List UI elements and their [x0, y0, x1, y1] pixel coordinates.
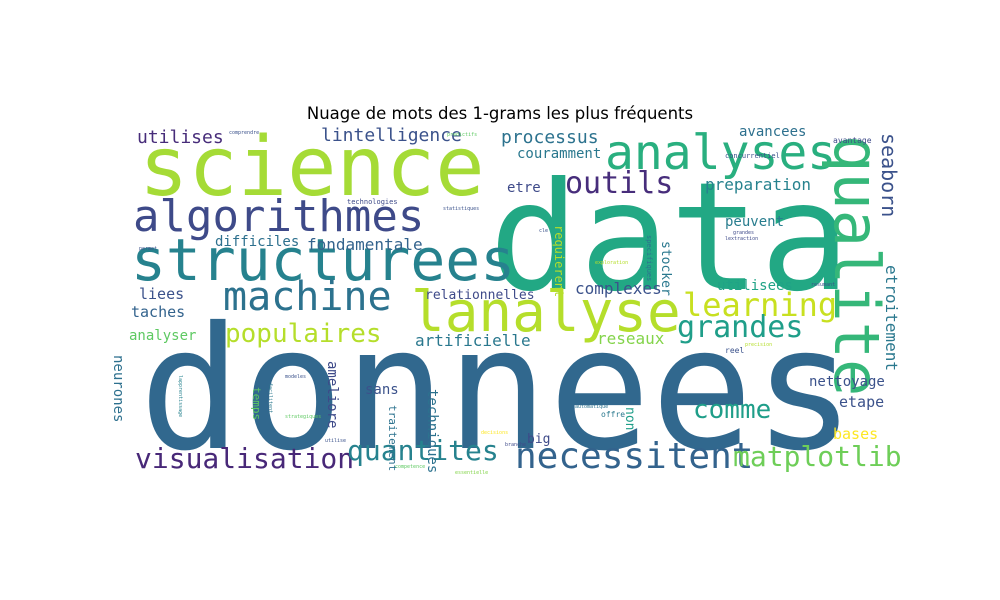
- cloud-word: temps: [250, 387, 263, 421]
- cloud-word: data: [489, 151, 851, 325]
- cloud-word: analyser: [129, 328, 197, 344]
- cloud-word: competence: [395, 464, 426, 470]
- cloud-word: cle: [539, 228, 549, 234]
- cloud-word: branche: [505, 442, 527, 448]
- cloud-word: avantage: [833, 136, 872, 145]
- cloud-word: liees: [139, 285, 185, 303]
- cloud-word: sans: [365, 382, 399, 398]
- cloud-word: visualisation: [135, 442, 355, 475]
- cloud-word: grandes: [733, 230, 755, 236]
- cloud-word: nettoyage: [809, 374, 885, 390]
- cloud-word: outils: [565, 166, 674, 201]
- word-cloud: donnees data science structurees algorithmes…: [110, 120, 902, 489]
- cloud-word: utilise: [325, 438, 347, 444]
- cloud-word: exploration: [595, 260, 629, 266]
- cloud-word: lintelligence: [321, 125, 462, 146]
- cloud-word: reseaux: [597, 329, 665, 348]
- cloud-word: quantites: [347, 434, 499, 467]
- cloud-word: modeles: [285, 374, 307, 380]
- cloud-word: offre: [601, 410, 626, 419]
- cloud-word: complexes: [575, 279, 662, 298]
- cloud-word: taches: [131, 303, 186, 321]
- cloud-word: facilitent: [267, 383, 273, 414]
- cloud-word: populaires: [225, 319, 382, 349]
- cloud-word: permet: [139, 246, 158, 252]
- cloud-word: neurones: [110, 355, 126, 423]
- cloud-word: ameliore: [324, 361, 340, 429]
- cloud-word: utilises: [137, 127, 224, 148]
- cloud-word: grandes: [677, 310, 804, 345]
- cloud-word: stocker: [658, 241, 673, 296]
- cloud-word: qualite: [820, 135, 893, 397]
- cloud-word: processus: [501, 127, 599, 148]
- cloud-word: difficiles: [215, 234, 300, 250]
- cloud-word: predictifs: [447, 132, 478, 138]
- cloud-word: etape: [839, 393, 885, 411]
- cloud-word: utilisees: [717, 278, 793, 294]
- cloud-word: peuvent: [725, 214, 785, 230]
- cloud-word: preparation: [705, 175, 811, 194]
- cloud-word: techniques: [424, 389, 440, 474]
- cloud-word: statistiques: [443, 206, 480, 212]
- chart-title: Nuage de mots des 1-grams les plus fréqu…: [306, 104, 694, 123]
- cloud-word: resumant: [811, 282, 836, 288]
- cloud-word: concurrentiel: [725, 152, 780, 160]
- cloud-word: analyses: [605, 125, 837, 181]
- cloud-word: learning: [683, 286, 838, 324]
- cloud-word: seaborn: [877, 133, 901, 218]
- cloud-word: specifiques: [645, 235, 653, 282]
- cloud-word: structurees: [131, 226, 516, 294]
- cloud-word: science: [139, 120, 485, 215]
- cloud-word: precision: [745, 342, 773, 348]
- cloud-word: strategiques: [285, 414, 322, 420]
- cloud-word: couramment: [517, 146, 602, 162]
- cloud-word: essentielle: [455, 470, 489, 476]
- cloud-word: traitement: [386, 405, 399, 472]
- cloud-word: artificielle: [415, 331, 531, 350]
- cloud-word: lanalyse: [411, 280, 681, 345]
- cloud-word: necessitent: [515, 436, 754, 477]
- cloud-word: requierent: [552, 225, 566, 298]
- cloud-word: big: [527, 432, 551, 447]
- cloud-word: lapprentissage: [177, 375, 183, 418]
- cloud-word: comme: [693, 395, 772, 425]
- cloud-word: automatique: [575, 404, 609, 410]
- cloud-word: comprendre: [229, 130, 260, 136]
- cloud-word: lextraction: [725, 236, 759, 242]
- cloud-word: etre: [507, 180, 541, 196]
- cloud-word: algorithmes: [133, 191, 425, 242]
- cloud-word: technologies: [347, 198, 398, 206]
- cloud-word: reel: [725, 346, 745, 355]
- cloud-word: donnees: [139, 291, 856, 489]
- cloud-word: avancees: [739, 124, 807, 140]
- cloud-word: non: [622, 407, 637, 431]
- cloud-word: relationnelles: [425, 288, 535, 303]
- cloud-word: fondamentale: [307, 235, 423, 254]
- cloud-word: bases: [833, 425, 879, 443]
- cloud-word: etroitement: [882, 265, 901, 371]
- cloud-word: matplotlib: [733, 440, 902, 473]
- cloud-word: decisions: [481, 430, 509, 436]
- cloud-word: machine: [223, 274, 392, 320]
